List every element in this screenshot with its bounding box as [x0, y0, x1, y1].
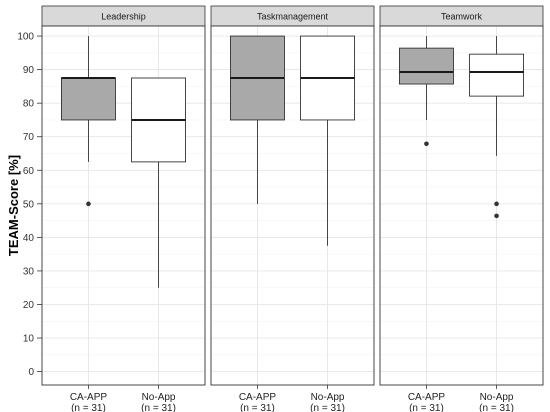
x-category-sublabel: (n = 31) — [310, 403, 345, 412]
y-tick-label: 60 — [23, 166, 35, 177]
facet-title: Taskmanagement — [257, 12, 329, 22]
box-ca-app — [230, 35, 285, 204]
x-category-label: No-App — [480, 392, 514, 403]
box-iqr — [469, 53, 524, 97]
x-category-label: No-App — [311, 392, 345, 403]
box-ca-app — [61, 36, 116, 207]
y-tick-label: 80 — [23, 99, 35, 110]
outlier-point — [494, 201, 499, 207]
box-iqr — [61, 77, 116, 121]
y-axis-label: TEAM-Score [%] — [6, 155, 21, 256]
y-tick-label: 10 — [23, 334, 35, 345]
x-category-label: CA-APP — [239, 392, 277, 403]
outlier-point — [424, 141, 429, 147]
x-category-label: CA-APP — [70, 392, 108, 403]
panel-border — [210, 25, 375, 386]
y-tick-label: 90 — [23, 65, 35, 76]
box-iqr — [399, 47, 454, 85]
x-category-sublabel: (n = 31) — [479, 403, 514, 412]
y-tick-label: 100 — [17, 32, 34, 43]
y-tick-label: 50 — [23, 199, 35, 210]
y-tick-label: 30 — [23, 266, 35, 277]
facet-title: Teamwork — [441, 12, 483, 22]
box-no-app — [300, 35, 355, 246]
y-tick-label: 70 — [23, 132, 35, 143]
x-category-sublabel: (n = 31) — [71, 403, 106, 412]
outlier-point — [494, 213, 499, 219]
x-category-label: No-App — [142, 392, 176, 403]
box-no-app — [131, 77, 186, 288]
box-ca-app — [399, 36, 454, 147]
facet-title: Leadership — [101, 12, 146, 22]
outlier-point — [86, 201, 91, 207]
x-category-sublabel: (n = 31) — [409, 403, 444, 412]
panel-border — [41, 25, 206, 386]
box-no-app — [469, 36, 524, 219]
x-category-sublabel: (n = 31) — [141, 403, 176, 412]
x-category-sublabel: (n = 31) — [240, 403, 275, 412]
y-tick-label: 0 — [28, 367, 34, 378]
y-tick-label: 40 — [23, 233, 35, 244]
panel-border — [379, 25, 544, 386]
y-tick-label: 20 — [23, 300, 35, 311]
x-category-label: CA-APP — [408, 392, 446, 403]
